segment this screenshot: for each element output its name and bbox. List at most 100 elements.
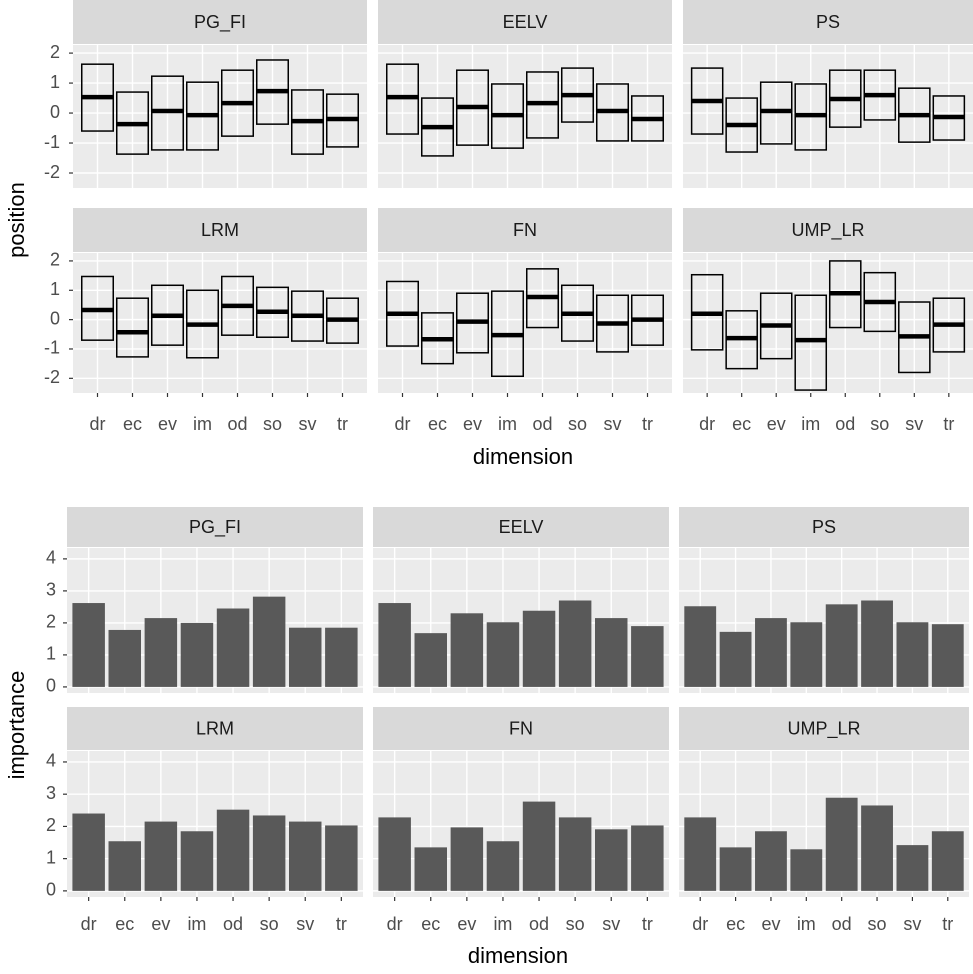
bar [216, 608, 250, 687]
y-tick-label: 3 [46, 783, 56, 803]
bar [325, 627, 358, 687]
bar [108, 629, 141, 687]
bar [378, 817, 411, 891]
x-tick-label: dr [81, 914, 97, 934]
x-tick-label: dr [699, 414, 715, 434]
x-tick-label: dr [692, 914, 708, 934]
x-tick-label: od [532, 414, 552, 434]
y-tick-label: 3 [46, 580, 56, 600]
y-tick-label: -2 [44, 162, 60, 182]
y-tick-label: 4 [46, 751, 56, 771]
strip-title: PG_FI [194, 12, 246, 33]
x-tick-label: im [498, 414, 517, 434]
y-tick-label: 2 [46, 815, 56, 835]
facet-panel: LRM 0 1 2 3 4 dr ec ev im od so sv tr [46, 707, 363, 934]
strip-title: FN [513, 220, 537, 240]
panel-background [378, 45, 672, 188]
y-tick-label: 4 [46, 548, 56, 568]
bar [450, 827, 484, 891]
bar [558, 600, 592, 687]
bar [684, 817, 717, 891]
bar [252, 596, 286, 687]
bar [108, 841, 141, 891]
strip [67, 507, 363, 547]
y-tick-label: 2 [50, 42, 60, 62]
x-tick-label: dr [387, 914, 403, 934]
panel-background [73, 45, 367, 188]
bar [684, 606, 717, 687]
strip-title: EELV [499, 517, 544, 537]
panel-background [683, 253, 973, 393]
y-tick-label: -1 [44, 338, 60, 358]
x-tick-label: ec [428, 414, 447, 434]
y-tick-label: 0 [50, 102, 60, 122]
x-tick-label: od [223, 914, 243, 934]
bar [631, 626, 664, 687]
x-tick-label: ev [158, 414, 177, 434]
y-tick-label: 0 [46, 676, 56, 696]
x-tick-label: sv [299, 414, 317, 434]
strip-title: PS [812, 517, 836, 537]
bar [289, 627, 322, 687]
bar [522, 610, 556, 687]
x-tick-label: im [193, 414, 212, 434]
x-tick-label: ev [151, 914, 170, 934]
strip [73, 0, 367, 44]
bar [825, 604, 858, 687]
facet-panel: EELV [373, 507, 669, 693]
bar [72, 603, 105, 687]
facet-panel: PS [679, 507, 969, 693]
strip-title: UMP_LR [787, 718, 860, 739]
strip [73, 208, 367, 252]
bar [719, 631, 752, 687]
strip [683, 208, 973, 252]
x-tick-label: im [801, 414, 820, 434]
x-tick-label: dr [394, 414, 410, 434]
x-tick-label: sv [602, 914, 620, 934]
x-tick-label: ec [726, 914, 745, 934]
bar [450, 613, 484, 687]
x-tick-label: tr [942, 914, 953, 934]
strip [373, 707, 669, 750]
y-tick-label: 1 [46, 644, 56, 664]
facet-panel: PG_FI 0 1 2 3 4 [46, 507, 363, 696]
x-tick-label: ec [123, 414, 142, 434]
bar [719, 847, 752, 891]
bar [486, 622, 520, 687]
y-tick-label: 0 [50, 308, 60, 328]
bar [325, 825, 358, 891]
x-tick-label: sv [903, 914, 921, 934]
bar [486, 841, 520, 891]
x-tick-label: tr [336, 914, 347, 934]
x-tick-label: tr [642, 914, 653, 934]
x-tick-label: so [263, 414, 282, 434]
strip-title: LRM [201, 220, 239, 240]
strip-title: PS [816, 12, 840, 32]
y-tick-label: 1 [46, 847, 56, 867]
x-tick-label: tr [642, 414, 653, 434]
x-axis-title: dimension [468, 943, 568, 968]
bar [931, 624, 964, 687]
bar [144, 821, 178, 891]
y-tick-label: 0 [46, 880, 56, 900]
bar [631, 825, 664, 891]
x-tick-label: od [832, 914, 852, 934]
x-tick-label: tr [337, 414, 348, 434]
strip-title: FN [509, 718, 533, 738]
bar [180, 831, 214, 891]
x-axis-title: dimension [473, 444, 573, 469]
bar [522, 801, 556, 891]
strip-title: PG_FI [189, 517, 241, 538]
bar [414, 633, 447, 687]
x-tick-label: im [493, 914, 512, 934]
bar [790, 849, 823, 891]
x-tick-label: im [187, 914, 206, 934]
x-tick-label: ec [421, 914, 440, 934]
bar [144, 618, 178, 687]
crossbar-box [794, 294, 828, 391]
x-tick-label: ev [463, 414, 482, 434]
bar [825, 797, 858, 891]
x-tick-label: so [568, 414, 587, 434]
strip [679, 507, 969, 547]
